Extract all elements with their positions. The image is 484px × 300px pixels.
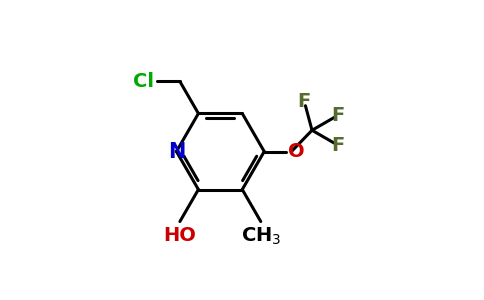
Text: CH$_3$: CH$_3$ [241,226,281,247]
Text: F: F [298,92,311,111]
Text: F: F [332,136,345,155]
Text: F: F [332,106,345,125]
Text: N: N [168,142,185,161]
Text: O: O [288,142,305,161]
Text: HO: HO [164,226,197,245]
Text: Cl: Cl [134,72,154,91]
